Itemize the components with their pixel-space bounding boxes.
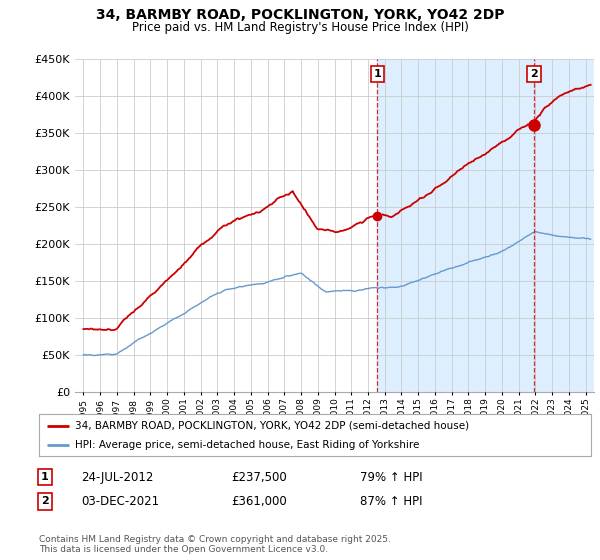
Text: Contains HM Land Registry data © Crown copyright and database right 2025.
This d: Contains HM Land Registry data © Crown c… (39, 535, 391, 554)
Text: 1: 1 (373, 69, 381, 79)
Text: 34, BARMBY ROAD, POCKLINGTON, YORK, YO42 2DP (semi-detached house): 34, BARMBY ROAD, POCKLINGTON, YORK, YO42… (75, 421, 469, 431)
Text: HPI: Average price, semi-detached house, East Riding of Yorkshire: HPI: Average price, semi-detached house,… (75, 440, 419, 450)
Text: Price paid vs. HM Land Registry's House Price Index (HPI): Price paid vs. HM Land Registry's House … (131, 21, 469, 34)
Text: 2: 2 (530, 69, 538, 79)
Text: 87% ↑ HPI: 87% ↑ HPI (360, 494, 422, 508)
Text: 24-JUL-2012: 24-JUL-2012 (81, 470, 154, 484)
Text: 34, BARMBY ROAD, POCKLINGTON, YORK, YO42 2DP: 34, BARMBY ROAD, POCKLINGTON, YORK, YO42… (96, 8, 504, 22)
Text: 03-DEC-2021: 03-DEC-2021 (81, 494, 159, 508)
Text: 1: 1 (41, 472, 49, 482)
Text: £237,500: £237,500 (231, 470, 287, 484)
Text: 2: 2 (41, 496, 49, 506)
Bar (377, 59, 594, 392)
Text: 79% ↑ HPI: 79% ↑ HPI (360, 470, 422, 484)
Text: £361,000: £361,000 (231, 494, 287, 508)
